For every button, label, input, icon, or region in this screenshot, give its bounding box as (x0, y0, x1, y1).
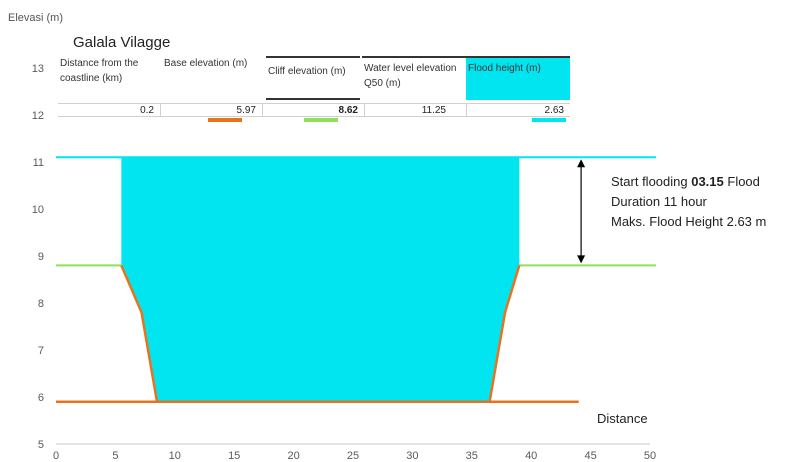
x-axis-label: Distance (597, 411, 648, 426)
channel-bank-left (120, 264, 159, 402)
y-tick-label: 8 (38, 298, 44, 310)
value-flood-height: 2.63 (466, 103, 570, 117)
x-tick-label: 0 (53, 450, 59, 462)
start-flooding-prefix: Start flooding (611, 174, 692, 189)
flood-water-area (121, 157, 520, 402)
header-base-elevation: Base elevation (m) (164, 58, 248, 69)
x-tick-label: 10 (169, 450, 181, 462)
value-cliff-elevation: 8.62 (262, 103, 364, 117)
start-flooding-time: 03.15 (691, 174, 724, 189)
start-flooding-line: Start flooding 03.15 Flood (611, 172, 766, 192)
x-tick-label: 40 (525, 450, 537, 462)
info-table: Distance from the coastline (km) Base el… (58, 56, 570, 122)
flood-color-swatch (532, 118, 566, 122)
x-tick-label: 35 (466, 450, 478, 462)
y-tick-label: 10 (32, 204, 44, 216)
flood-duration: Duration 11 hour (611, 194, 707, 209)
y-axis-title: Elevasi (m) (8, 12, 64, 24)
x-tick-label: 5 (112, 450, 118, 462)
flood-info-callout: Start flooding 03.15 Flood Duration 11 h… (611, 172, 766, 232)
header-distance: Distance from the coastline (km) (60, 58, 139, 84)
channel-bank-right (488, 265, 521, 402)
max-flood-height: Maks. Flood Height 2.63 m (611, 214, 767, 229)
village-name: Galala Vilagge (73, 34, 171, 51)
value-distance: 0.2 (58, 103, 160, 117)
y-tick-label: 6 (38, 392, 44, 404)
x-tick-label: 45 (584, 450, 596, 462)
cliff-color-swatch (304, 118, 338, 122)
base-color-swatch (208, 118, 242, 122)
header-water-level: Water level elevation Q50 (m) (362, 56, 466, 100)
x-tick-label: 15 (228, 450, 240, 462)
x-tick-label: 25 (347, 450, 359, 462)
value-water-level: 11.25 (364, 103, 466, 117)
flood-height-arrowhead-bottom (577, 255, 586, 264)
y-tick-label: 13 (32, 63, 44, 75)
start-flooding-suffix: Flood (723, 174, 760, 189)
x-tick-label: 30 (406, 450, 418, 462)
x-tick-label: 20 (287, 450, 299, 462)
y-tick-label: 5 (38, 439, 44, 451)
y-tick-label: 11 (33, 157, 44, 169)
value-base-elevation: 5.97 (160, 103, 262, 117)
y-tick-label: 12 (32, 110, 44, 122)
header-cliff-elevation: Cliff elevation (m) (266, 56, 360, 100)
y-tick-label: 9 (38, 251, 44, 263)
header-flood-height: Flood height (m) (466, 56, 570, 100)
y-tick-label: 7 (38, 345, 44, 357)
x-tick-label: 50 (644, 450, 656, 462)
flood-height-arrowhead-top (577, 159, 586, 168)
